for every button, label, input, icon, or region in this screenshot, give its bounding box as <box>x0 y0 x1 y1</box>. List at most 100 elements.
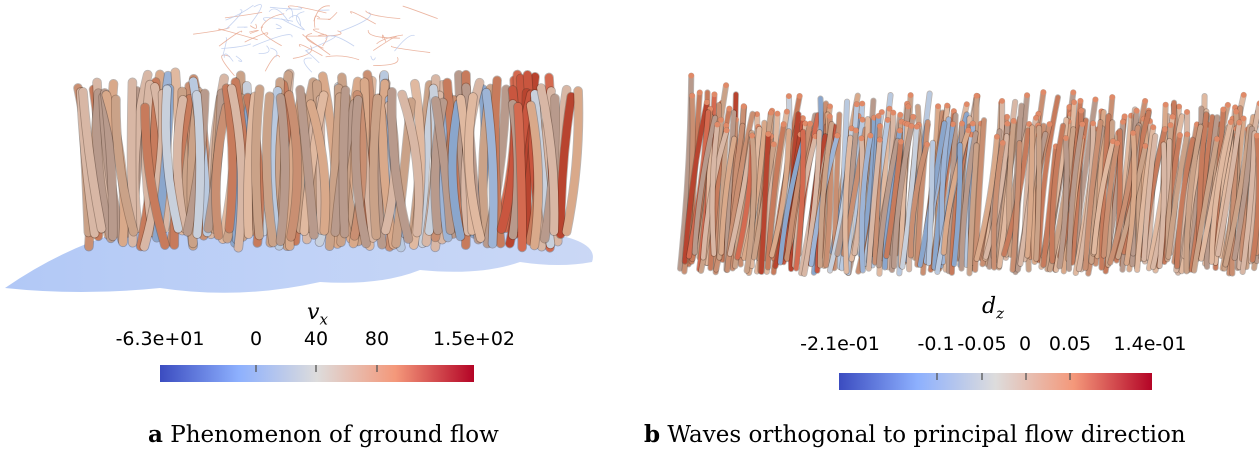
streamline <box>365 10 401 20</box>
fibre-tip <box>1046 121 1053 127</box>
fibre-strand <box>802 129 822 277</box>
fibre-strand <box>161 85 183 233</box>
fibre-strand <box>243 92 259 239</box>
fibre-tip <box>884 117 891 123</box>
panel-b: dz -2.1e-01 -0.1 -0.05 0 0.05 1.4e-01 b … <box>640 0 1259 456</box>
fibre-strand <box>222 84 237 233</box>
fibre-tip <box>1169 113 1176 120</box>
fibre-tip <box>800 115 806 121</box>
streamline <box>221 54 235 77</box>
fibre-strand <box>78 87 106 233</box>
fibre-tip <box>914 123 920 130</box>
fibre-strand <box>744 133 757 273</box>
fibre-tip <box>723 82 729 89</box>
streamline <box>270 47 278 58</box>
fibre-tip <box>1010 118 1017 124</box>
fibre-tip <box>1033 115 1039 121</box>
streamline <box>402 5 438 20</box>
fibre-strand <box>1254 191 1259 256</box>
fibre-tip <box>689 92 695 99</box>
fibre-strand <box>1066 121 1085 272</box>
fibre-tip <box>1121 113 1128 120</box>
fibre-tip <box>1078 107 1085 114</box>
fibre-tip <box>910 114 917 120</box>
fibre-tip <box>1092 96 1099 103</box>
fibre-tip <box>908 123 915 129</box>
streamline <box>305 35 336 52</box>
flow-plume-top <box>193 4 438 77</box>
fibre-strand <box>765 121 786 270</box>
streamline <box>382 34 387 43</box>
fibre-tip <box>714 121 721 128</box>
fibre-tip <box>907 92 914 99</box>
fibre-strand <box>1034 125 1042 262</box>
streamline <box>223 53 234 62</box>
fibre-tip <box>1220 106 1227 113</box>
fibre-tip <box>858 135 865 142</box>
fibre-tip <box>1232 104 1239 111</box>
fibre-bundle-a <box>73 67 584 253</box>
streamline <box>281 17 305 31</box>
streamline <box>313 5 330 22</box>
streamline <box>373 36 397 51</box>
colorbar-a <box>160 365 474 382</box>
colorbar-tick-label: 80 <box>364 328 390 350</box>
fibre-strand <box>211 103 231 240</box>
fibre-tip <box>826 113 833 120</box>
streamline <box>325 35 355 47</box>
streamline <box>249 23 257 29</box>
fibre-tip <box>848 125 855 132</box>
fibre-tip <box>886 105 893 112</box>
fibre-tip <box>867 132 874 139</box>
fibre-strand <box>959 131 979 271</box>
fibre-strand <box>173 95 189 233</box>
fibre-tip <box>1040 89 1047 96</box>
fibre-tip <box>951 108 957 114</box>
streamline <box>325 55 360 61</box>
fibre-strand <box>682 100 710 264</box>
fibre-strand <box>276 93 290 246</box>
fibre-tip <box>1071 99 1077 106</box>
streamline <box>193 27 230 35</box>
streamline <box>373 56 399 66</box>
fibre-strand <box>482 88 498 248</box>
fibre-tip <box>1233 108 1239 115</box>
fibre-strand <box>710 122 720 257</box>
fibre-tip <box>1142 98 1148 104</box>
panel-a: vx -6.3e+01 0 40 80 1.5e+02 a Phenomenon… <box>0 0 600 456</box>
fibre-tip <box>1004 120 1011 127</box>
fibre-strand <box>251 85 264 240</box>
fibre-strand <box>876 138 900 268</box>
fibre-tip <box>963 101 970 108</box>
fibre-strand <box>970 121 984 266</box>
fibre-strand <box>951 142 963 267</box>
streamline <box>305 50 320 64</box>
fibre-tip <box>740 103 747 110</box>
fibre-strand <box>431 96 455 235</box>
fibre-tip <box>1130 130 1136 136</box>
fibre-strand <box>387 87 413 243</box>
fibre-strand <box>556 92 576 239</box>
fibre-tip <box>871 115 877 121</box>
streamline <box>225 4 254 21</box>
fibre-tip <box>780 121 787 128</box>
colorbar-tick-label: -2.1e-01 <box>800 333 880 355</box>
fibre-strand <box>464 92 485 243</box>
caption-a: a Phenomenon of ground flow <box>148 421 499 448</box>
fibre-tip <box>877 123 883 129</box>
fibre-tip <box>1214 136 1220 142</box>
fibre-strand <box>784 121 813 262</box>
fibre-strand <box>915 119 931 267</box>
fibre-tip <box>718 117 724 123</box>
streamline <box>350 11 376 25</box>
fibre-tip <box>1176 103 1182 110</box>
fibre-strand <box>1184 124 1203 274</box>
fibre-tip <box>704 99 710 106</box>
fibre-strand <box>1223 124 1252 267</box>
fibre-tip <box>897 127 903 134</box>
fibre-strand <box>1036 95 1061 263</box>
fibre-strand <box>526 101 543 250</box>
fibre-strand <box>285 91 302 241</box>
wave-pattern-render <box>677 72 1259 277</box>
fibre-strand <box>1189 114 1215 272</box>
